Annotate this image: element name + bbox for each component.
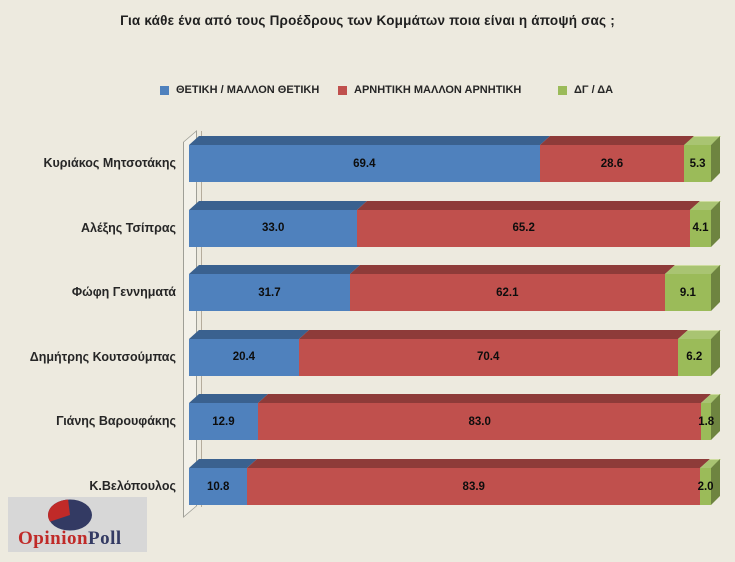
- bar-track: 33.0 65.2 4.1: [189, 200, 721, 247]
- bar-segment-neutral: 5.3: [684, 136, 721, 182]
- bar-segment-side-face: [710, 329, 720, 376]
- bar-segment-negative: 83.0: [257, 394, 712, 441]
- segment-value-label: 5.3: [689, 157, 706, 170]
- bar-track: 10.8 83.9 2.0: [189, 459, 721, 505]
- segment-value-label: 28.6: [600, 157, 624, 170]
- logo-pie-icon: [48, 499, 92, 531]
- bar-row: Φώφη Γεννηματά 31.7 62.1 9.1: [0, 265, 735, 312]
- bar-segment-negative: 28.6: [539, 136, 695, 182]
- segment-value-label: 10.8: [206, 480, 230, 493]
- bar-segment-top-face: [189, 136, 550, 145]
- legend-item-neutral: ΔΓ / ΔΑ: [558, 84, 613, 96]
- segment-value-label: 69.4: [353, 157, 376, 170]
- bar-segment-positive: 31.7: [189, 265, 360, 312]
- segment-value-label: 4.1: [692, 222, 709, 235]
- legend-label-negative: ΑΡΝΗΤΙΚΗ ΜΑΛΛΟΝ ΑΡΝΗΤΙΚΗ: [354, 84, 522, 96]
- axis-gridline: [201, 131, 202, 507]
- segment-value-label: 31.7: [258, 286, 281, 299]
- bar-row: Δημήτρης Κουτσούμπας 20.4 70.4 6.2: [0, 329, 735, 376]
- bar-segment-neutral: 9.1: [664, 265, 721, 312]
- bar-segment-top-face: [298, 329, 688, 339]
- category-label: Δημήτρης Κουτσούμπας: [29, 349, 176, 364]
- segment-value-label: 62.1: [496, 286, 519, 299]
- bar-segment-top-face: [257, 394, 712, 404]
- bar-segment-neutral: 2.0: [697, 459, 721, 505]
- bar-segment-negative: 70.4: [298, 329, 688, 376]
- legend-item-positive: ΘΕΤΙΚΗ / ΜΑΛΛΟΝ ΘΕΤΙΚΗ: [160, 84, 319, 96]
- bar-segment-top-face: [539, 136, 695, 145]
- segment-value-label: 12.9: [212, 415, 235, 428]
- segment-value-label: 2.0: [697, 480, 714, 493]
- legend-swatch-neutral-icon: [558, 85, 567, 95]
- bar-segment-side-face: [710, 200, 720, 247]
- segment-value-label: 20.4: [232, 351, 256, 364]
- legend-swatch-positive-icon: [160, 85, 169, 95]
- opinionpoll-logo: OpinionPoll: [8, 497, 147, 552]
- chart-title: Για κάθε ένα από τους Προέδρους των Κομμ…: [120, 13, 615, 28]
- bar-segment-positive: 12.9: [189, 394, 268, 441]
- logo-text-opinion: Opinion: [18, 528, 89, 549]
- bar-track: 20.4 70.4 6.2: [189, 329, 721, 376]
- bar-row: Κυριάκος Μητσοτάκης 69.4 28.6 5.3: [0, 136, 735, 182]
- category-label: Κυριάκος Μητσοτάκης: [43, 156, 177, 170]
- bar-segment-top-face: [247, 459, 711, 468]
- bar-row: Κ.Βελόπουλος 10.8 83.9 2.0: [0, 459, 735, 505]
- bar-segment-side-face: [710, 136, 720, 182]
- segment-value-label: 70.4: [477, 351, 500, 364]
- segment-value-label: 83.9: [462, 480, 485, 493]
- bar-segment-positive: 69.4: [189, 136, 550, 182]
- legend-item-negative: ΑΡΝΗΤΙΚΗ ΜΑΛΛΟΝ ΑΡΝΗΤΙΚΗ: [338, 84, 521, 96]
- bar-segment-side-face: [710, 265, 720, 312]
- segment-value-label: 65.2: [512, 222, 535, 235]
- bar-segment-top-face: [189, 200, 368, 210]
- bar-segment-neutral: 4.1: [690, 200, 721, 247]
- bar-segment-neutral: 6.2: [677, 329, 721, 376]
- segment-value-label: 9.1: [679, 286, 696, 299]
- bar-segment-positive: 20.4: [189, 329, 309, 376]
- legend-swatch-negative-icon: [338, 85, 347, 95]
- bar-segment-positive: 10.8: [189, 459, 258, 505]
- logo-text: OpinionPoll: [18, 528, 122, 550]
- bar-segment-top-face: [189, 329, 309, 339]
- bar-segment-top-face: [357, 200, 701, 210]
- segment-value-label: 83.0: [468, 415, 491, 428]
- bar-segment-negative: 62.1: [349, 265, 675, 312]
- bar-track: 69.4 28.6 5.3: [189, 136, 721, 182]
- bar-segment-top-face: [189, 265, 360, 275]
- bar-segment-top-face: [189, 394, 268, 404]
- axis-wall: [183, 130, 197, 518]
- bar-segment-negative: 65.2: [357, 200, 701, 247]
- bar-segment-negative: 83.9: [247, 459, 711, 505]
- bar-track: 31.7 62.1 9.1: [189, 265, 721, 312]
- category-label: Κ.Βελόπουλος: [89, 479, 176, 493]
- segment-value-label: 33.0: [261, 222, 285, 235]
- bar-row: Αλέξης Τσίπρας 33.0 65.2 4.1: [0, 200, 735, 247]
- segment-value-label: 6.2: [686, 351, 703, 364]
- bar-row: Γιάνης Βαρουφάκης 12.9 83.0 1.8: [0, 394, 735, 441]
- logo-text-poll: Poll: [88, 528, 122, 549]
- bar-segment-neutral: 1.8: [698, 394, 721, 441]
- legend-label-positive: ΘΕΤΙΚΗ / ΜΑΛΛΟΝ ΘΕΤΙΚΗ: [176, 84, 320, 96]
- bar-segment-positive: 33.0: [189, 200, 368, 247]
- bar-track: 12.9 83.0 1.8: [189, 394, 721, 441]
- legend-label-neutral: ΔΓ / ΔΑ: [574, 84, 614, 96]
- category-label: Γιάνης Βαρουφάκης: [56, 414, 176, 429]
- segment-value-label: 1.8: [698, 415, 715, 428]
- bar-segment-top-face: [349, 265, 675, 275]
- category-label: Αλέξης Τσίπρας: [80, 220, 176, 235]
- category-label: Φώφη Γεννηματά: [71, 285, 176, 300]
